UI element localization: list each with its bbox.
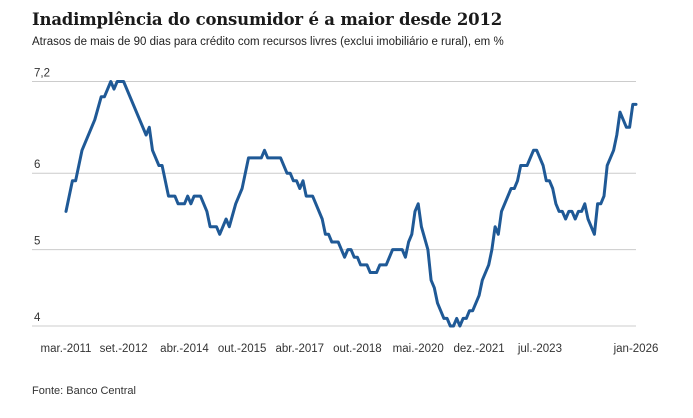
x-tick-label: abr.-2014: [160, 343, 209, 355]
y-tick-label: 6: [34, 159, 40, 171]
y-tick-label: 4: [34, 312, 41, 324]
chart-source: Fonte: Banco Central: [32, 385, 136, 397]
y-axis-ticks: 7,2 6 5 4: [34, 68, 50, 325]
x-tick-label: mar.-2011: [41, 343, 92, 355]
x-tick-label: jul.-2023: [517, 343, 562, 355]
y-tick-label: 5: [34, 236, 40, 248]
series-lines: [64, 80, 638, 328]
gridlines: [32, 81, 636, 327]
series-line: [64, 80, 638, 328]
chart-subtitle: Atrasos de mais de 90 dias para crédito …: [32, 36, 504, 48]
x-axis-ticks: mar.-2011 set.-2012 abr.-2014 out.-2015 abr.…: [41, 343, 659, 355]
x-tick-label: set.-2012: [100, 343, 148, 355]
y-tick-label: 7,2: [34, 68, 50, 80]
x-tick-label: jan-2026: [613, 343, 659, 355]
x-tick-label: out.-2018: [333, 343, 382, 355]
chart-title: Inadimplência do consumidor é a maior de…: [32, 10, 503, 29]
x-tick-label: mai.-2020: [393, 343, 444, 355]
x-tick-label: abr.-2017: [275, 343, 324, 355]
x-tick-label: dez.-2021: [454, 343, 505, 355]
x-tick-label: out.-2015: [218, 343, 267, 355]
